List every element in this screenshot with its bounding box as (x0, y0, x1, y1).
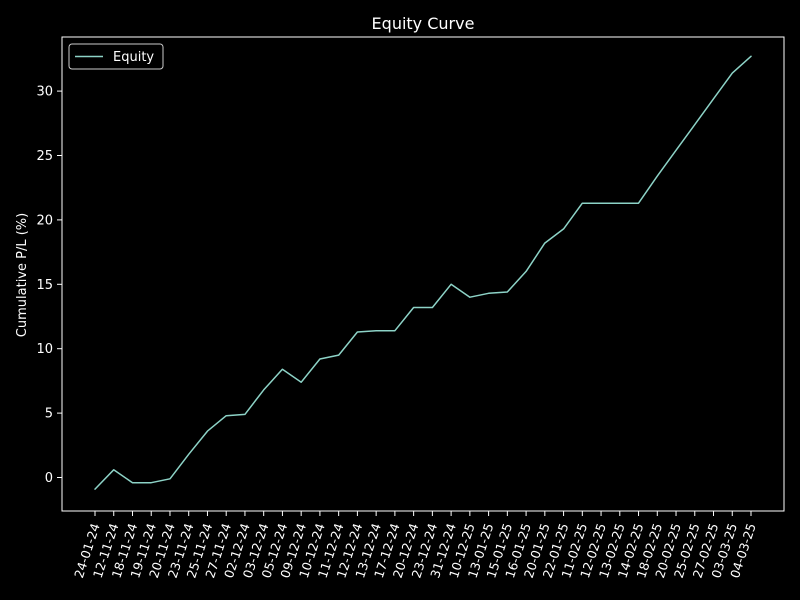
y-tick-label: 25 (36, 149, 53, 164)
series-line-equity (94, 55, 752, 490)
y-tick-label: 15 (36, 278, 53, 293)
y-tick-label: 0 (45, 471, 53, 486)
axes-frame (61, 36, 785, 512)
legend: Equity (68, 43, 164, 70)
y-tick-label: 10 (36, 342, 53, 357)
legend-label: Equity (113, 50, 154, 65)
legend-box (68, 43, 164, 70)
y-tick-label: 5 (45, 407, 53, 422)
y-axis-label: Cumulative P/L (%) (15, 213, 30, 337)
chart-title: Equity Curve (372, 14, 475, 33)
y-tick-label: 20 (36, 213, 53, 228)
y-tick-label: 30 (36, 85, 53, 100)
